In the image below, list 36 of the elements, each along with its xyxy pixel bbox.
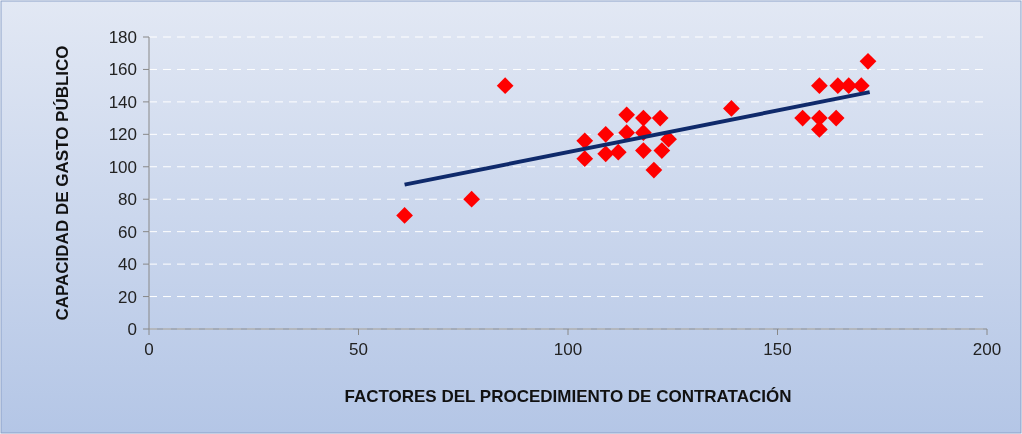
point xyxy=(794,109,812,127)
point xyxy=(635,142,652,159)
point xyxy=(396,207,413,224)
y-tick-label: 100 xyxy=(108,157,137,177)
point xyxy=(618,106,636,124)
y-tick-label: 40 xyxy=(118,255,137,275)
point xyxy=(576,150,594,168)
point xyxy=(827,109,845,127)
x-axis-title: FACTORES DEL PROCEDIMIENTO DE CONTRATACIÓN xyxy=(344,387,792,406)
y-axis-title: CAPACIDAD DE GASTO PÚBLICO xyxy=(53,45,72,321)
point xyxy=(609,143,627,161)
y-tick-label: 160 xyxy=(108,60,137,80)
y-tick-label: 180 xyxy=(108,27,137,47)
x-tick-label: 0 xyxy=(144,340,154,359)
point xyxy=(635,109,652,127)
point xyxy=(463,190,480,208)
x-tick-label: 150 xyxy=(763,340,792,359)
point xyxy=(653,142,671,159)
x-tick-label: 200 xyxy=(972,340,1002,359)
y-tick-label: 20 xyxy=(118,287,137,307)
y-tick-label: 0 xyxy=(127,319,137,339)
point xyxy=(496,77,514,95)
x-tick-label: 50 xyxy=(349,340,368,359)
y-tick-label: 60 xyxy=(118,222,137,242)
point xyxy=(576,132,594,150)
y-tick-label: 140 xyxy=(108,92,137,112)
point xyxy=(645,161,663,179)
y-tick-label: 80 xyxy=(118,190,137,210)
point xyxy=(859,52,877,70)
point xyxy=(651,109,669,127)
y-tick-label: 120 xyxy=(108,125,137,145)
point xyxy=(597,145,615,163)
x-tick-label: 100 xyxy=(553,340,583,359)
point xyxy=(811,77,828,95)
point xyxy=(597,125,615,143)
point xyxy=(723,100,740,117)
